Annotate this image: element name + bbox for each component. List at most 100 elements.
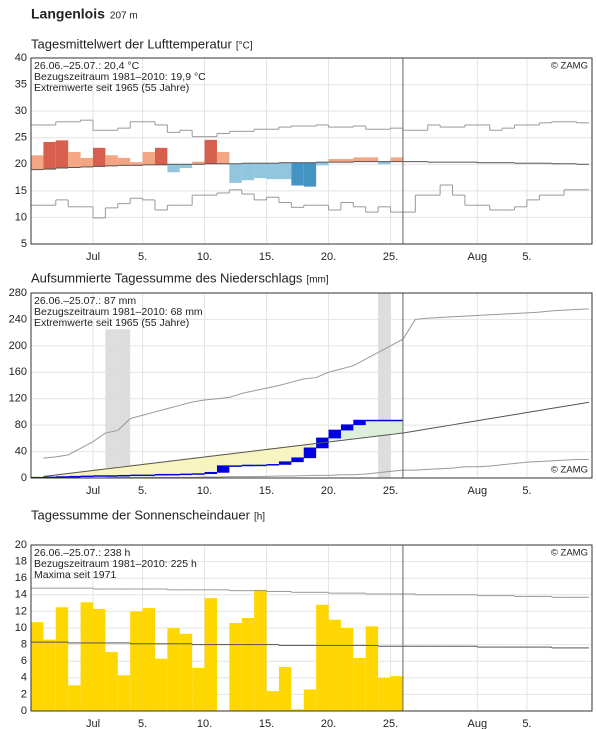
x-tick-label: 15.: [259, 718, 274, 729]
x-tick-label: 15.: [259, 251, 274, 263]
y-tick-label: 200: [9, 340, 27, 352]
x-tick-label: Aug: [468, 718, 488, 729]
difference-fill: [142, 463, 155, 476]
chart-title: Tagessumme der Sonnenscheindauer: [31, 507, 251, 522]
chart-panel: Tagesmittelwert der Lufttemperatur [°C] 5 1…: [15, 36, 593, 263]
bar: [142, 608, 155, 711]
y-tick-label: 20: [15, 158, 27, 170]
difference-fill: [179, 458, 193, 475]
y-tick-label: 2: [21, 688, 27, 700]
bar: [204, 598, 217, 711]
chart-unit: [h]: [254, 512, 265, 523]
annotation: Bezugszeitraum 1981–2010: 225 h: [34, 558, 197, 570]
bar: [340, 628, 354, 711]
difference-fill: [105, 467, 118, 477]
y-tick-label: 14: [15, 589, 27, 601]
annotation: Maxima seit 1971: [34, 569, 116, 581]
increment-bar: [316, 438, 329, 449]
anomaly-bar: [216, 152, 230, 164]
annotation: Bezugszeitraum 1981–2010: 19,9 °C: [34, 71, 206, 83]
bar: [68, 685, 81, 711]
difference-fill: [229, 452, 242, 467]
bar: [55, 607, 69, 711]
y-tick-label: 10: [15, 211, 27, 223]
x-tick-label: 5.: [138, 485, 147, 497]
difference-fill: [254, 449, 267, 466]
anomaly-bar: [179, 164, 193, 169]
anomaly-bar: [68, 152, 81, 168]
x-tick-label: 10.: [197, 251, 212, 263]
anomaly-bar: [154, 147, 168, 165]
difference-fill: [278, 446, 292, 463]
plot-frame: [30, 544, 593, 712]
bar: [43, 639, 56, 711]
y-tick-label: 15: [15, 185, 27, 197]
x-tick-label: Aug: [468, 485, 488, 497]
difference-fill: [378, 420, 391, 435]
bar: [316, 604, 329, 711]
anomaly-bar: [204, 139, 217, 164]
y-tick-label: 5: [21, 238, 27, 250]
x-tick-label: 25.: [383, 718, 398, 729]
difference-fill: [154, 461, 168, 475]
difference-fill: [241, 450, 255, 466]
bar: [303, 689, 317, 711]
annotation: 26.06.–25.07.: 20,4 °C: [34, 60, 140, 72]
line: [43, 308, 589, 459]
x-tick-label: 5.: [138, 718, 147, 729]
anomaly-bar: [303, 162, 317, 187]
x-tick-label: Aug: [468, 251, 488, 263]
y-tick-label: 0: [21, 705, 27, 717]
y-tick-label: 40: [15, 52, 27, 64]
x-tick-label: Jul: [86, 485, 100, 497]
anomaly-bar: [80, 157, 93, 167]
bar: [105, 329, 118, 478]
increment-bar: [303, 448, 317, 459]
x-tick-label: 25.: [383, 485, 398, 497]
x-tick-label: 5.: [522, 251, 531, 263]
annotation: 26.06.–25.07.: 238 h: [34, 547, 130, 559]
plot-background: [31, 58, 592, 244]
anomaly-bar: [142, 152, 155, 165]
increment-bar: [278, 462, 292, 465]
bar: [278, 667, 292, 711]
difference-fill: [266, 448, 279, 465]
bar: [353, 657, 366, 711]
anomaly-bar: [328, 158, 341, 163]
difference-fill: [167, 460, 180, 475]
bar: [378, 677, 391, 711]
y-tick-label: 20: [15, 539, 27, 551]
bar: [105, 652, 118, 711]
anomaly-bar: [130, 162, 143, 166]
anomaly-bar: [92, 147, 106, 167]
anomaly-bar: [378, 161, 391, 165]
anomaly-bar: [117, 157, 131, 166]
anomaly-bar: [254, 163, 267, 179]
difference-fill: [204, 455, 217, 473]
chart-panel: Aufsummierte Tagessumme des Niederschlag…: [9, 270, 593, 497]
x-tick-label: 20.: [321, 485, 336, 497]
x-tick-label: 5.: [138, 251, 147, 263]
bar: [266, 691, 279, 711]
plot-frame: [30, 57, 593, 245]
chart-title: Tagesmittelwert der Lufttemperatur: [31, 36, 233, 51]
anomaly-bar: [365, 157, 379, 162]
copyright: © ZAMG: [551, 465, 588, 476]
bar: [241, 618, 255, 711]
x-tick-label: Jul: [86, 718, 100, 729]
y-tick-label: 30: [15, 105, 27, 117]
chart-unit: [mm]: [306, 275, 328, 286]
bar: [179, 633, 193, 711]
x-tick-label: 10.: [197, 485, 212, 497]
bar: [31, 622, 44, 711]
difference-fill: [55, 473, 69, 478]
anomaly-bar: [31, 155, 44, 170]
increment-bar: [353, 420, 366, 426]
difference-fill: [130, 464, 143, 476]
copyright: © ZAMG: [551, 61, 588, 72]
y-tick-label: 80: [15, 419, 27, 431]
bar: [378, 293, 391, 478]
difference-fill: [192, 456, 205, 475]
y-tick-label: 0: [21, 472, 27, 484]
